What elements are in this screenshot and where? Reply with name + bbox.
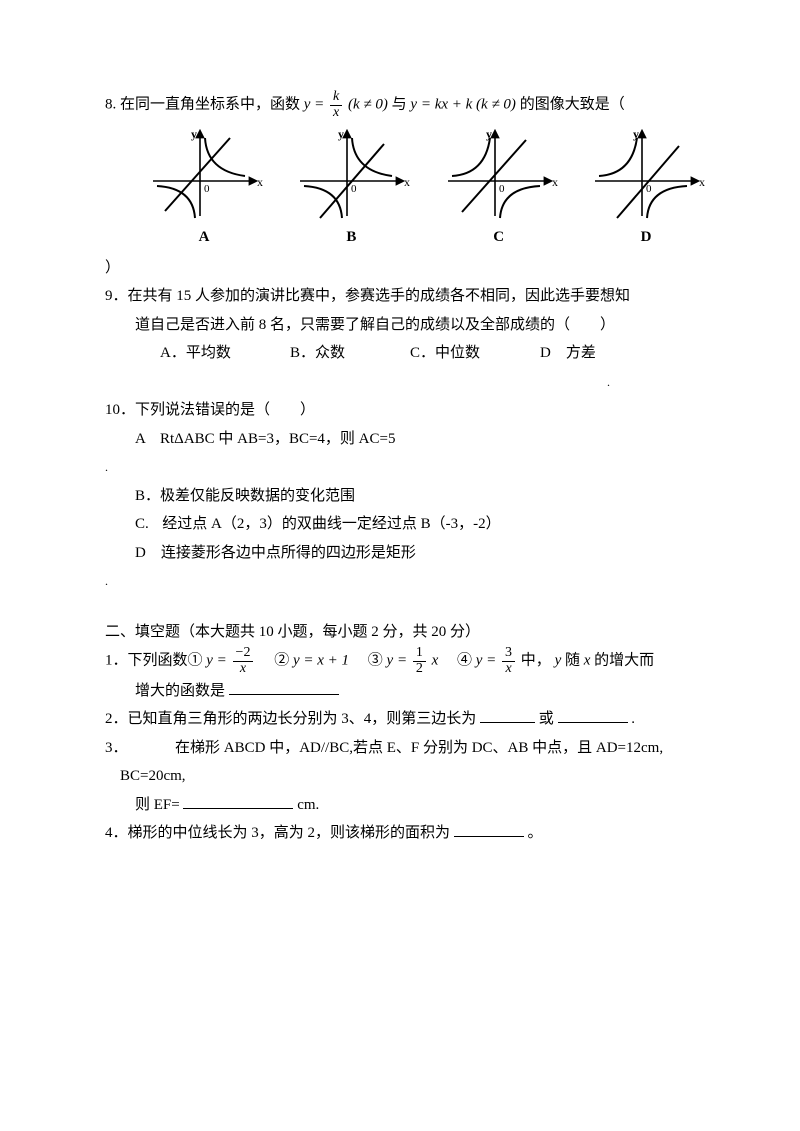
s2q1-mid: 中， <box>521 653 551 669</box>
s2q1-y: y <box>555 653 562 669</box>
s2q1-tmid: 随 <box>565 653 584 669</box>
q9-dot: . <box>105 368 715 397</box>
graph-b: x y 0 B <box>292 126 410 252</box>
graph-a-label: A <box>145 223 263 252</box>
s2q1-f4-den: x <box>502 662 515 677</box>
s2q2: 2．已知直角三角形的两边长分别为 3、4，则第三边长为 或 . <box>105 705 715 734</box>
s2q2-or: 或 <box>539 711 554 727</box>
q8-frac-den: x <box>330 106 342 121</box>
svg-text:0: 0 <box>499 183 505 195</box>
graph-b-label: B <box>292 223 410 252</box>
s2q1-l2prefix: 增大的函数是 <box>135 683 225 699</box>
s2q3-l3p: 则 EF= <box>135 797 180 813</box>
q9-optC: C．中位数 <box>410 339 540 368</box>
q10-optD: D 连接菱形各边中点所得的四边形是矩形 <box>105 539 715 568</box>
s2q1-line2: 增大的函数是 <box>105 677 715 706</box>
q8-close: ） <box>105 254 715 283</box>
section2-title: 二、填空题（本大题共 10 小题，每小题 2 分，共 20 分） <box>105 618 715 647</box>
svg-text:x: x <box>552 175 558 189</box>
s2q1-blank <box>229 679 339 695</box>
q10-dot1: . <box>105 453 715 482</box>
exam-page: 8. 在同一直角坐标系中，函数 y = k x (k ≠ 0) 与 y = kx… <box>0 0 800 888</box>
q8-graphs-row: x y 0 A x y 0 <box>105 120 715 252</box>
s2q3-l1b: 在梯形 ABCD 中，AD//BC,若点 E、F 分别为 DC、AB 中点，且 … <box>175 740 663 756</box>
s2q1-f1-den: x <box>233 662 254 677</box>
s2q1-sep2: ② <box>259 653 289 669</box>
s2q1-x: x <box>584 653 591 669</box>
q9-options: A．平均数 B．众数 C．中位数 D 方差 <box>105 339 715 368</box>
s2q3-line3: 则 EF= cm. <box>105 791 715 820</box>
q9-optD: D 方差 <box>540 339 596 368</box>
s2q3-l1a: 3． <box>105 740 128 756</box>
graph-d-label: D <box>587 223 705 252</box>
q9-optB: B．众数 <box>290 339 410 368</box>
s2q1-line1: 1．下列函数① y = −2 x ② y = x + 1 ③ y = 1 2 x… <box>105 646 715 676</box>
s2q2-blank2 <box>558 707 628 723</box>
s2q4-prefix: 4．梯形的中位线长为 3，高为 2，则该梯形的面积为 <box>105 825 450 841</box>
s2q1-f3rhs: x <box>432 653 439 669</box>
s2q2-end: . <box>631 711 635 727</box>
q8-stem: 8. 在同一直角坐标系中，函数 y = k x (k ≠ 0) 与 y = kx… <box>105 90 715 120</box>
s2q1-f1: −2 x <box>233 646 254 676</box>
s2q1-f3lhs: y = <box>387 653 408 669</box>
s2q1-f4lhs: y = <box>476 653 497 669</box>
s2q1-f3-den: 2 <box>413 662 426 677</box>
q10-stem: 10．下列说法错误的是（ ） <box>105 396 715 425</box>
s2q1-sep4: ④ <box>442 653 472 669</box>
s2q1-f1lhs: y = <box>206 653 227 669</box>
svg-text:x: x <box>404 175 410 189</box>
s2q3-blank <box>183 793 293 809</box>
s2q4-end: 。 <box>528 825 543 841</box>
graph-a: x y 0 A <box>145 126 263 252</box>
svg-text:x: x <box>257 175 263 189</box>
svg-text:0: 0 <box>351 183 357 195</box>
s2q3-line1: 3． 在梯形 ABCD 中，AD//BC,若点 E、F 分别为 DC、AB 中点… <box>105 734 715 763</box>
q10-optC-label: C. <box>135 516 149 532</box>
q8-between: 与 <box>392 97 407 113</box>
q9-optA: A．平均数 <box>160 339 290 368</box>
s2q1-sep3: ③ <box>353 653 383 669</box>
svg-text:y: y <box>191 127 197 141</box>
s2q3-line2: BC=20cm, <box>105 762 715 791</box>
s2q1-f3: 1 2 <box>413 646 426 676</box>
svg-text:y: y <box>338 127 344 141</box>
q10-dot2: . <box>105 567 715 596</box>
q8-suffix: 的图像大致是（ <box>520 97 625 113</box>
s2q1-tend: 的增大而 <box>594 653 654 669</box>
q8-prefix: 8. 在同一直角坐标系中，函数 <box>105 97 304 113</box>
q9-line1: 9．在共有 15 人参加的演讲比赛中，参赛选手的成绩各不相同，因此选手要想知 <box>105 282 715 311</box>
svg-text:x: x <box>699 175 705 189</box>
s2q4: 4．梯形的中位线长为 3，高为 2，则该梯形的面积为 。 <box>105 819 715 848</box>
s2q1-prefix: 1．下列函数① <box>105 653 203 669</box>
q10-optC-text: 经过点 A（2，3）的双曲线一定经过点 B（-3，-2） <box>162 516 500 532</box>
q10-optB: B．极差仅能反映数据的变化范围 <box>105 482 715 511</box>
graph-d: x y 0 D <box>587 126 705 252</box>
s2q1-f4: 3 x <box>502 646 515 676</box>
graph-c-label: C <box>440 223 558 252</box>
s2q1-f2: y = x + 1 <box>293 653 349 669</box>
s2q4-blank <box>454 821 524 837</box>
s2q3-l3s: cm. <box>297 797 319 813</box>
q10-optC: C. 经过点 A（2，3）的双曲线一定经过点 B（-3，-2） <box>105 510 715 539</box>
s2q2-blank1 <box>480 707 535 723</box>
q10-optA: A RtΔABC 中 AB=3，BC=4，则 AC=5 <box>105 425 715 454</box>
graph-c: x y 0 C <box>440 126 558 252</box>
s2q1-f1-num: −2 <box>233 646 254 662</box>
q8-frac-num: k <box>330 90 342 106</box>
s2q1-f4-num: 3 <box>502 646 515 662</box>
svg-text:0: 0 <box>204 183 210 195</box>
s2q2-prefix: 2．已知直角三角形的两边长分别为 3、4，则第三边长为 <box>105 711 476 727</box>
q8-eq2: y = kx + k (k ≠ 0) <box>410 97 516 113</box>
q8-eq1-lhs: y = <box>304 97 325 113</box>
q9-line2: 道自己是否进入前 8 名，只需要了解自己的成绩以及全部成绩的（ ） <box>105 311 715 340</box>
q8-frac: k x <box>330 90 342 120</box>
q8-eq1-cond: (k ≠ 0) <box>348 97 388 113</box>
s2q1-f3-num: 1 <box>413 646 426 662</box>
